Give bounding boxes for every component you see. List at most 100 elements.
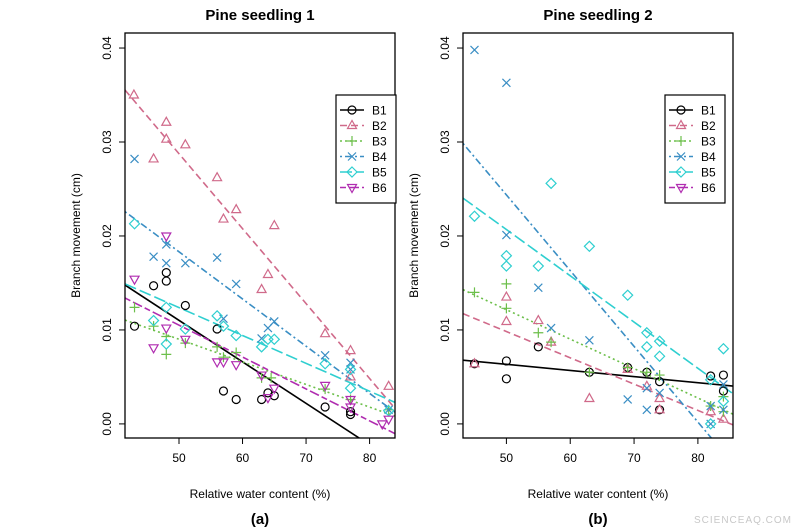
panel-1: Pine seedling 1 Relative water content (%… [69, 7, 397, 528]
point-b5 [500, 260, 513, 272]
point-b3 [469, 287, 480, 298]
point-b2 [705, 405, 717, 416]
point-b4 [212, 253, 222, 263]
point-b2 [160, 116, 172, 126]
point-b2 [345, 370, 357, 381]
trendline-b2 [463, 312, 733, 426]
point-b4 [719, 405, 728, 415]
point-b2 [717, 412, 729, 423]
panel-label: (b) [588, 511, 607, 528]
point-b4 [655, 388, 665, 398]
legend-marker-b3 [676, 136, 686, 146]
point-b2 [500, 315, 512, 326]
point-b5 [160, 301, 173, 314]
x-tick-label: 80 [691, 451, 705, 465]
y-tick-label: 0.04 [438, 36, 452, 60]
legend-marker-b2 [675, 119, 687, 130]
point-b2 [654, 403, 666, 414]
point-b6 [319, 381, 331, 392]
legend-label: B6 [701, 181, 716, 195]
point-b5 [211, 309, 223, 322]
point-b1 [345, 407, 356, 417]
point-b5 [545, 177, 557, 190]
point-b5 [717, 342, 730, 355]
point-b2 [654, 392, 666, 403]
point-b6 [230, 361, 242, 371]
x-tick-label: 50 [172, 451, 186, 465]
point-b2 [345, 344, 357, 355]
x-tick-label: 60 [564, 451, 578, 465]
point-b3 [622, 362, 633, 373]
legend-marker-b6 [675, 183, 687, 194]
point-b5 [583, 240, 596, 253]
point-b3 [266, 372, 277, 383]
x-tick-label: 80 [363, 451, 377, 465]
point-b4 [533, 283, 543, 293]
legend-label: B2 [701, 119, 716, 133]
legend-marker-b4 [347, 152, 357, 161]
point-b4 [269, 317, 279, 326]
point-b4 [470, 45, 479, 55]
point-b3 [129, 302, 140, 313]
point-b4 [130, 154, 139, 164]
point-b2 [262, 268, 274, 279]
point-b3 [218, 352, 229, 363]
point-b2 [532, 314, 544, 325]
point-b3 [641, 367, 652, 378]
point-b6 [129, 275, 141, 286]
trendline-b1 [125, 284, 361, 438]
point-b3 [501, 278, 512, 289]
point-b1 [218, 386, 229, 396]
point-b3 [584, 367, 595, 378]
point-b5 [621, 289, 634, 302]
point-b6 [179, 335, 191, 346]
point-b3 [501, 303, 512, 314]
point-b1 [320, 402, 330, 412]
trendline-b5 [463, 197, 733, 395]
point-b6 [345, 395, 357, 406]
legend-marker-b1 [347, 105, 357, 115]
point-b3 [320, 384, 331, 395]
point-b4 [642, 405, 652, 415]
panel-2: Pine seedling 2 Relative water content (%… [407, 7, 734, 528]
point-b5 [179, 323, 192, 335]
x-tick-label: 60 [236, 451, 250, 465]
point-b5 [500, 249, 513, 262]
point-b6 [383, 415, 395, 426]
y-axis-label: Branch movement (cm) [69, 173, 83, 298]
point-b1 [718, 370, 729, 380]
legend-marker-b2 [346, 119, 358, 130]
point-b3 [546, 337, 557, 348]
point-b2 [179, 138, 191, 149]
y-tick-label: 0.00 [438, 412, 452, 436]
point-b4 [501, 230, 511, 240]
point-b5 [344, 363, 357, 376]
y-tick-label: 0.00 [100, 412, 114, 436]
point-b5 [640, 341, 653, 353]
point-b1 [148, 281, 159, 291]
legend-label: B3 [372, 135, 387, 149]
point-b4 [219, 314, 228, 324]
point-b2 [468, 357, 481, 368]
point-b1 [501, 374, 512, 384]
panel-label: (a) [251, 511, 269, 528]
x-axis-label: Relative water content (%) [190, 487, 331, 501]
watermark: SCIENCEAQ.COM [693, 515, 792, 526]
x-tick-label: 50 [500, 451, 514, 465]
point-b1 [161, 276, 171, 286]
point-b2 [128, 88, 140, 99]
point-b2 [211, 171, 223, 182]
point-b1 [180, 300, 190, 311]
point-b4 [161, 240, 171, 249]
y-tick-label: 0.02 [100, 224, 114, 248]
point-b1 [706, 371, 716, 381]
point-b1 [269, 391, 279, 401]
point-b5 [532, 260, 545, 272]
y-tick-label: 0.01 [438, 318, 452, 342]
point-b6 [345, 403, 357, 414]
point-b5 [653, 335, 666, 348]
legend-label: B1 [372, 104, 387, 118]
point-b3 [231, 347, 242, 358]
point-b3 [718, 406, 729, 417]
legend-label: B6 [372, 181, 387, 195]
